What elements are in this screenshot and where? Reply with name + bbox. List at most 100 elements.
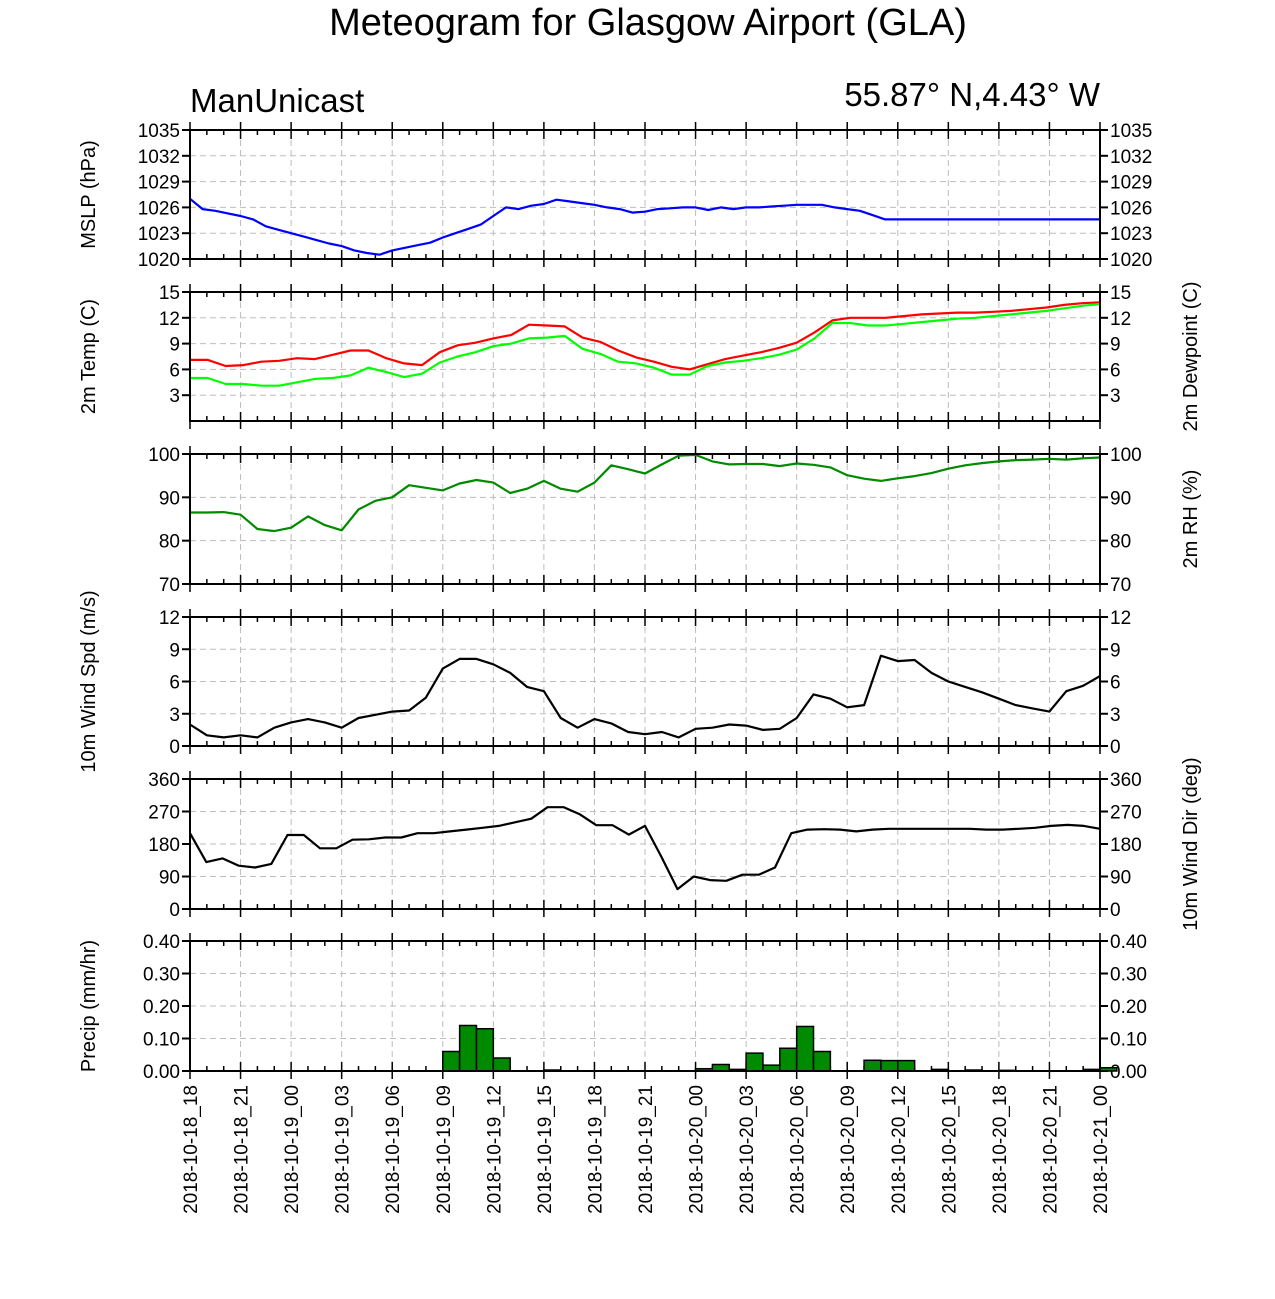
y-tick-label-left: 0.00: [143, 1062, 180, 1083]
panel-frame: [189, 129, 1101, 260]
x-tick-label: 2018-10-20_15: [939, 1085, 960, 1214]
y-tick-label-right: 1035: [1110, 121, 1152, 142]
y-tick-label-left: 90: [159, 868, 180, 889]
precip-bar: [779, 1047, 798, 1072]
y-tick-label-left: 12: [159, 608, 180, 629]
y-tick-label-left: 0: [169, 737, 180, 758]
y-tick-label-left: 360: [148, 770, 180, 791]
y-tick-label-left: 15: [159, 283, 180, 304]
y-tick-label-right: 3: [1110, 386, 1121, 407]
y-tick-label-right: 0.30: [1110, 965, 1147, 986]
x-tick-label: 2018-10-19_12: [484, 1085, 505, 1214]
y-tick-label-left: 3: [169, 705, 180, 726]
y-tick-label-right: 3: [1110, 705, 1121, 726]
precip-bar: [745, 1052, 764, 1072]
y-tick-label-left: 6: [169, 360, 180, 381]
y-tick-label-left: 1020: [138, 250, 180, 271]
panel-wind_speed: 0 0 3 3 6 6 9 9 12 12 10m Wind Spd (m/s): [78, 590, 1131, 772]
x-tick-label: 2018-10-18_18: [181, 1085, 202, 1214]
x-tick-label: 2018-10-18_21: [232, 1085, 253, 1214]
panel-precip: 0.00 0.00 0.10 0.10 0.20 0.20 0.30 0.30 0.40 0.40…: [78, 932, 1147, 1083]
x-tick-label: 2018-10-19_09: [434, 1085, 455, 1214]
panel-frame: [189, 940, 1101, 1072]
precip-bar: [475, 1028, 495, 1072]
y-axis-label-left: 2m Temp (C): [78, 299, 100, 414]
x-axis: 2018-10-18_18 2018-10-18_21 2018-10-19_00 2…: [181, 1085, 1112, 1214]
x-tick-label: 2018-10-20_00: [687, 1085, 708, 1214]
panel-frame: [189, 291, 1101, 422]
y-tick-label-right: 1026: [1110, 198, 1152, 219]
model-label: ManUnicast: [190, 82, 364, 119]
y-axis-label-right: 10m Wind Dir (deg): [1180, 757, 1202, 930]
x-tick-label: 2018-10-20_06: [788, 1085, 809, 1214]
y-tick-label-right: 0.00: [1110, 1062, 1147, 1083]
y-tick-label-right: 90: [1110, 488, 1131, 509]
y-tick-label-right: 1032: [1110, 147, 1152, 168]
y-tick-label-right: 9: [1110, 640, 1121, 661]
y-tick-label-left: 80: [159, 532, 180, 553]
y-tick-label-right: 12: [1110, 309, 1131, 330]
y-tick-label-right: 6: [1110, 673, 1121, 694]
y-tick-label-right: 1029: [1110, 173, 1152, 194]
y-tick-label-left: 6: [169, 673, 180, 694]
y-tick-label-left: 12: [159, 309, 180, 330]
y-tick-label-right: 180: [1110, 835, 1142, 856]
precip-bar: [458, 1024, 478, 1072]
y-tick-label-right: 9: [1110, 335, 1121, 356]
y-tick-label-left: 1023: [138, 224, 180, 245]
x-tick-label: 2018-10-21_00: [1091, 1085, 1112, 1214]
y-tick-label-left: 180: [148, 835, 180, 856]
x-tick-label: 2018-10-19_15: [535, 1085, 556, 1214]
y-tick-label-right: 1020: [1110, 250, 1152, 271]
y-tick-label-left: 9: [169, 335, 180, 356]
y-tick-label-right: 1023: [1110, 224, 1152, 245]
panels-group: 1020 1020 1023 1023 1026 1026 1029 1029 1032 1032…: [78, 121, 1202, 1083]
series-line-temp: [190, 301, 1101, 371]
y-tick-label-right: 15: [1110, 283, 1131, 304]
precip-bar: [897, 1059, 916, 1072]
y-tick-label-right: 100: [1110, 445, 1142, 466]
location-label: 55.87° N,4.43° W: [844, 76, 1101, 113]
precip-bar: [812, 1050, 832, 1072]
y-tick-label-left: 1032: [138, 147, 180, 168]
precip-bar: [492, 1057, 511, 1072]
series-line-wind_dir: [189, 806, 1101, 891]
precip-bar: [1099, 1067, 1118, 1072]
x-tick-label: 2018-10-20_21: [1040, 1085, 1061, 1214]
x-tick-label: 2018-10-20_09: [838, 1085, 859, 1214]
y-tick-label-left: 0.30: [143, 965, 180, 986]
panel-frame: [189, 616, 1101, 747]
y-tick-label-left: 1035: [138, 121, 180, 142]
y-tick-label-right: 0: [1110, 900, 1121, 921]
series-line-dewpoint: [190, 302, 1101, 387]
y-tick-label-right: 90: [1110, 868, 1131, 889]
y-tick-label-left: 0.40: [143, 932, 180, 953]
y-axis-label-left: 10m Wind Spd (m/s): [78, 590, 100, 772]
precip-bar: [442, 1050, 461, 1072]
y-tick-label-left: 270: [148, 803, 180, 824]
x-tick-label: 2018-10-19_21: [636, 1085, 657, 1214]
y-axis-label-right: 2m RH (%): [1180, 470, 1202, 569]
y-tick-label-right: 70: [1110, 575, 1131, 596]
panel-mslp: 1020 1020 1023 1023 1026 1026 1029 1029 1032 1032…: [78, 121, 1152, 271]
y-tick-label-left: 0: [169, 900, 180, 921]
x-tick-label: 2018-10-19_18: [585, 1085, 606, 1214]
y-tick-label-left: 3: [169, 386, 180, 407]
y-tick-label-right: 80: [1110, 532, 1131, 553]
x-tick-label: 2018-10-19_00: [282, 1085, 303, 1214]
series-line-mslp: [189, 197, 1100, 256]
x-tick-label: 2018-10-20_18: [990, 1085, 1011, 1214]
x-tick-label: 2018-10-20_12: [889, 1085, 910, 1214]
x-tick-label: 2018-10-20_03: [737, 1085, 758, 1214]
y-tick-label-left: 70: [159, 575, 180, 596]
y-tick-label-right: 0.40: [1110, 932, 1147, 953]
chart-title: Meteogram for Glasgow Airport (GLA): [329, 2, 967, 44]
panel-temp: 3 3 6 6 9 9 12 12 15 15 2m Temp (C) 2m Dewpoint (C): [78, 281, 1202, 431]
y-tick-label-right: 360: [1110, 770, 1142, 791]
x-tick-label: 2018-10-19_06: [383, 1085, 404, 1214]
precip-bar: [880, 1059, 899, 1072]
y-axis-label-right: 2m Dewpoint (C): [1180, 281, 1202, 431]
precip-bar: [795, 1025, 815, 1072]
y-tick-label-right: 12: [1110, 608, 1131, 629]
series-line-rh: [190, 453, 1101, 533]
